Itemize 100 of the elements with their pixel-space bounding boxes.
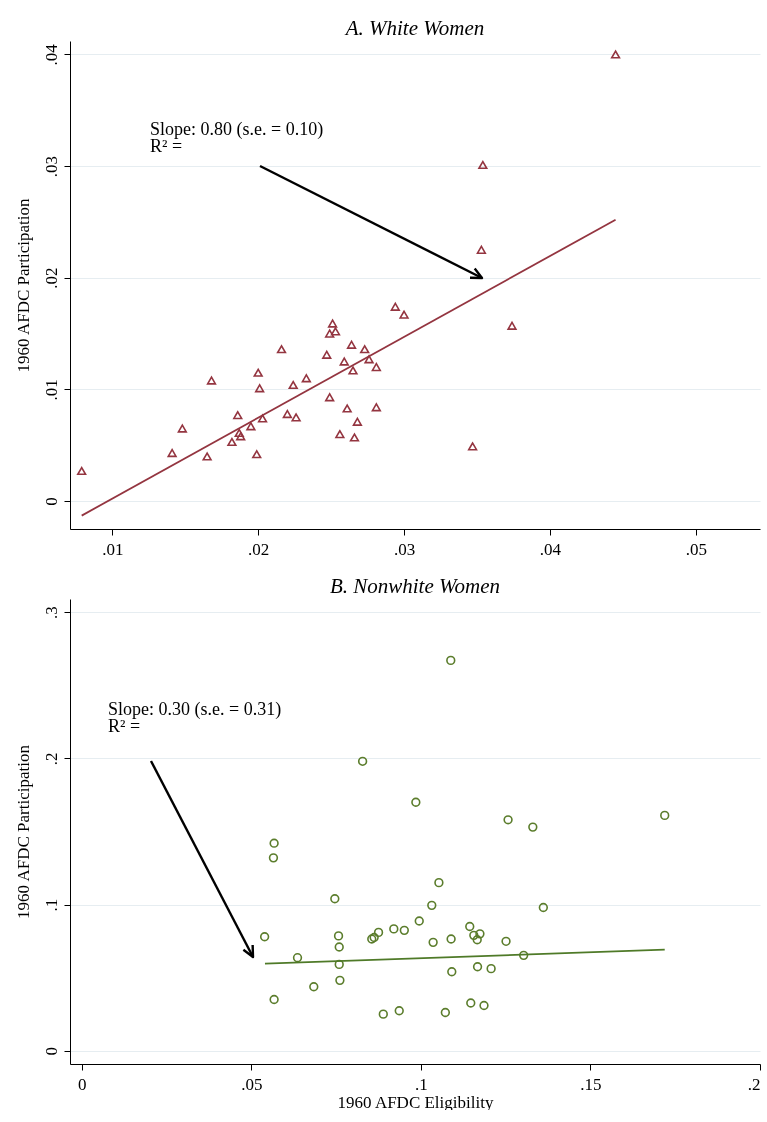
point: [478, 160, 488, 170]
point: [330, 327, 341, 336]
point: [291, 413, 301, 422]
point: [339, 357, 349, 366]
point: [371, 362, 382, 372]
y-axis-title: 1960 AFDC Participation: [13, 198, 33, 373]
point: [246, 422, 256, 431]
point: [476, 245, 487, 254]
point: [269, 994, 279, 1005]
point: [399, 925, 409, 936]
point: [411, 797, 421, 807]
point: [227, 437, 237, 447]
point: [335, 429, 345, 439]
point: [349, 433, 360, 442]
point: [324, 393, 335, 402]
point: [660, 810, 670, 821]
chart-title: A. White Women: [343, 16, 485, 40]
point: [257, 414, 268, 423]
point: [378, 1009, 388, 1019]
y-tick-label: .1: [41, 898, 61, 912]
point: [467, 442, 478, 451]
point: [334, 942, 344, 952]
point: [259, 932, 270, 942]
point: [292, 953, 303, 963]
point: [77, 466, 87, 476]
point: [269, 838, 279, 848]
y-tick-label: 0: [41, 497, 61, 506]
x-tick-label: .2: [747, 1074, 761, 1094]
y-tick-label: .01: [41, 379, 61, 401]
point: [346, 340, 357, 349]
point: [177, 424, 187, 433]
point: [276, 345, 287, 354]
point: [309, 982, 319, 992]
point: [324, 329, 335, 338]
point: [288, 380, 298, 390]
point: [472, 935, 482, 945]
point: [434, 878, 444, 888]
point: [334, 959, 344, 970]
point: [373, 927, 384, 938]
point: [399, 310, 409, 319]
point: [327, 319, 338, 328]
point: [254, 384, 265, 393]
point: [475, 929, 485, 939]
annotation: Slope: 0.80 (s.e. = 0.10) R² =: [150, 119, 324, 156]
point: [394, 1006, 404, 1016]
point: [610, 50, 621, 59]
point: [333, 931, 344, 941]
y-tick-label: 0: [41, 1047, 61, 1056]
point: [507, 321, 517, 330]
chart-title: B. Nonwhite Women: [329, 574, 501, 598]
x-tick-label: .04: [539, 539, 562, 559]
point: [469, 930, 479, 940]
x-tick-label: .02: [248, 539, 270, 559]
point: [486, 964, 496, 974]
point: [528, 822, 538, 832]
annotation: Slope: 0.30 (s.e. = 0.31) R² =: [108, 699, 282, 736]
point: [352, 417, 363, 426]
point: [322, 350, 332, 359]
x-tick-label: .1: [415, 1074, 428, 1094]
point: [427, 900, 437, 911]
point: [472, 962, 483, 972]
point: [282, 409, 293, 419]
point: [233, 410, 243, 420]
x-tick-label: 0: [78, 1074, 87, 1094]
x-tick-label: .15: [580, 1074, 602, 1094]
point: [389, 924, 399, 934]
y-axis-title: 1960 AFDC Participation: [13, 744, 33, 919]
point: [167, 448, 177, 458]
point: [342, 404, 352, 413]
x-tick-label: .03: [393, 539, 416, 559]
y-tick-label: .2: [41, 752, 61, 766]
y-tick-label: .02: [41, 267, 61, 289]
point: [360, 345, 370, 354]
point: [538, 902, 549, 913]
point: [414, 916, 424, 926]
point: [206, 376, 217, 385]
point: [390, 302, 400, 311]
point: [446, 655, 456, 666]
point: [440, 1007, 451, 1018]
point: [202, 452, 212, 461]
y-tick-label: .03: [41, 155, 61, 178]
point: [335, 975, 345, 986]
y-tick-label: .04: [41, 43, 61, 66]
point: [501, 936, 511, 946]
point: [252, 450, 262, 459]
x-tick-label: .05: [685, 539, 707, 559]
point: [446, 934, 456, 944]
point: [330, 894, 340, 904]
point: [364, 355, 374, 364]
point: [301, 374, 311, 383]
point: [234, 428, 244, 438]
point: [236, 432, 246, 441]
point: [357, 756, 368, 766]
point: [519, 950, 529, 961]
point: [268, 853, 279, 863]
point: [428, 937, 438, 947]
point: [479, 1000, 489, 1011]
point: [503, 815, 513, 825]
point: [371, 403, 382, 412]
point: [465, 921, 475, 932]
